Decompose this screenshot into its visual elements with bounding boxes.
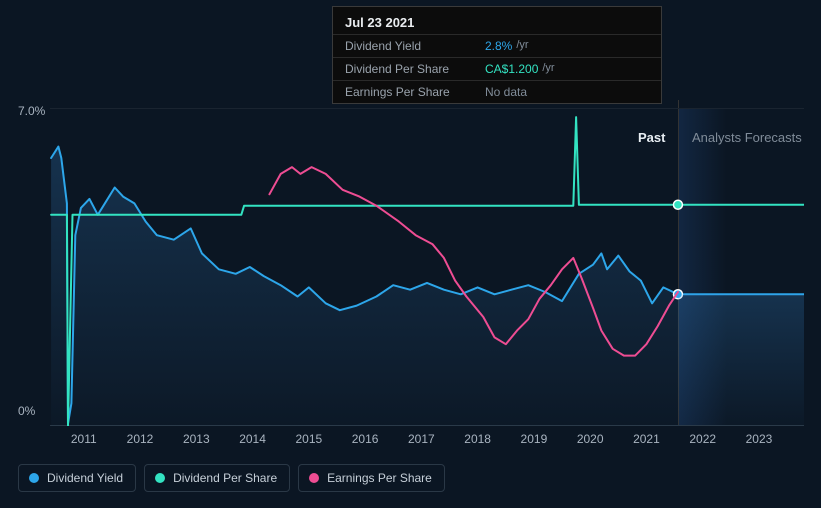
legend-label: Dividend Per Share	[173, 471, 277, 485]
y-axis-label-top: 7.0%	[18, 104, 45, 118]
tooltip-row-label: Dividend Per Share	[345, 62, 485, 76]
chart-plot-area[interactable]	[50, 108, 804, 426]
legend-label: Earnings Per Share	[327, 471, 432, 485]
y-axis-label-bottom: 0%	[18, 404, 35, 418]
legend-item[interactable]: Dividend Yield	[18, 464, 136, 492]
x-axis-tick: 2022	[689, 432, 716, 446]
legend-item[interactable]: Dividend Per Share	[144, 464, 290, 492]
legend: Dividend Yield Dividend Per Share Earnings…	[18, 464, 445, 492]
tooltip-row-unit: /yr	[542, 62, 554, 76]
x-axis-tick: 2023	[746, 432, 773, 446]
x-axis-tick: 2014	[239, 432, 266, 446]
chart-svg	[50, 108, 804, 426]
tooltip-row: Earnings Per ShareNo data	[333, 80, 661, 103]
legend-dot	[155, 473, 165, 483]
tooltip-date: Jul 23 2021	[333, 7, 661, 34]
x-axis-tick: 2019	[521, 432, 548, 446]
legend-dot	[309, 473, 319, 483]
legend-item[interactable]: Earnings Per Share	[298, 464, 445, 492]
x-axis-tick: 2020	[577, 432, 604, 446]
tooltip-row-label: Dividend Yield	[345, 39, 485, 53]
tooltip-row: Dividend Yield2.8% /yr	[333, 34, 661, 57]
x-axis-tick: 2017	[408, 432, 435, 446]
x-axis-tick: 2011	[71, 432, 97, 446]
x-axis-tick: 2016	[352, 432, 379, 446]
legend-dot	[29, 473, 39, 483]
x-axis-tick: 2012	[127, 432, 154, 446]
tooltip-row: Dividend Per ShareCA$1.200/yr	[333, 57, 661, 80]
tooltip-row-value: 2.8%	[485, 39, 512, 53]
x-axis-tick: 2013	[183, 432, 210, 446]
tooltip-row-value: CA$1.200	[485, 62, 538, 76]
x-axis-tick: 2021	[633, 432, 660, 446]
dividend-per-share-marker	[673, 200, 682, 209]
tooltip-row-label: Earnings Per Share	[345, 85, 485, 99]
x-axis-tick: 2018	[464, 432, 491, 446]
dividend-yield-forecast-area	[678, 294, 804, 426]
x-axis-tick: 2015	[295, 432, 322, 446]
legend-label: Dividend Yield	[47, 471, 123, 485]
tooltip: Jul 23 2021 Dividend Yield2.8%/yrDividen…	[332, 6, 662, 104]
tooltip-row-value: No data	[485, 85, 527, 99]
tooltip-row-unit: /yr	[516, 39, 528, 53]
